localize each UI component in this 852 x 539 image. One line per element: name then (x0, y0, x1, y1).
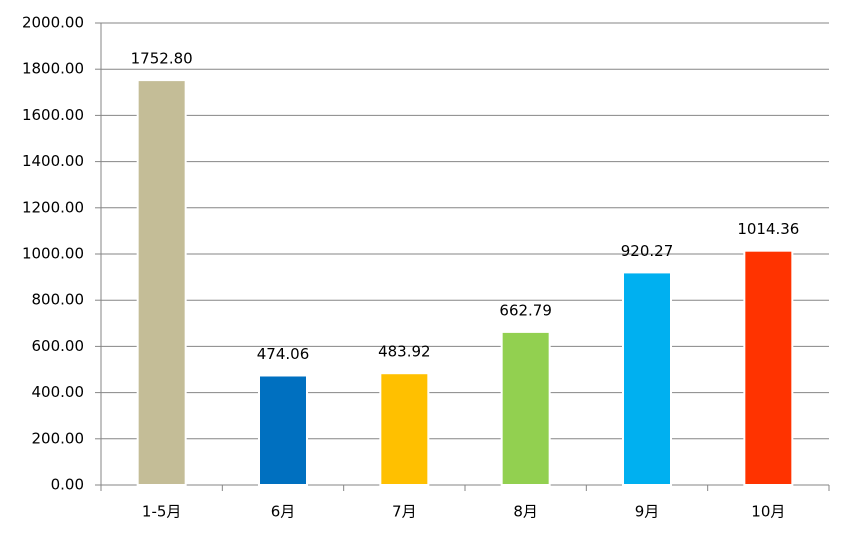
y-tick-label: 0.00 (51, 476, 84, 494)
y-tick-label: 1600.00 (22, 106, 84, 124)
y-tick-label: 1800.00 (22, 60, 84, 78)
y-tick-label: 200.00 (32, 429, 85, 447)
x-tick-label: 1-5月 (142, 503, 182, 521)
value-label: 483.92 (378, 343, 431, 361)
y-tick-label: 600.00 (32, 337, 85, 355)
bar (743, 249, 794, 486)
x-tick-label: 9月 (635, 503, 660, 521)
bar (500, 330, 551, 486)
y-tick-label: 800.00 (32, 291, 85, 309)
x-tick-label: 7月 (392, 503, 417, 521)
value-label: 1014.36 (737, 220, 799, 238)
value-label: 662.79 (499, 301, 552, 319)
y-tick-label: 2000.00 (22, 14, 84, 32)
x-tick-label: 10月 (751, 503, 785, 521)
bar (258, 374, 308, 486)
bar (379, 372, 430, 486)
x-tick-label: 6月 (271, 503, 296, 521)
y-tick-label: 1000.00 (22, 245, 84, 263)
value-label: 474.06 (257, 345, 310, 363)
bar (136, 79, 187, 486)
bar (622, 271, 672, 486)
y-tick-label: 400.00 (32, 383, 85, 401)
y-tick-label: 1400.00 (22, 152, 84, 170)
y-tick-label: 1200.00 (22, 198, 84, 216)
value-label: 1752.80 (131, 50, 193, 68)
x-tick-label: 8月 (513, 503, 538, 521)
value-label: 920.27 (621, 242, 674, 260)
